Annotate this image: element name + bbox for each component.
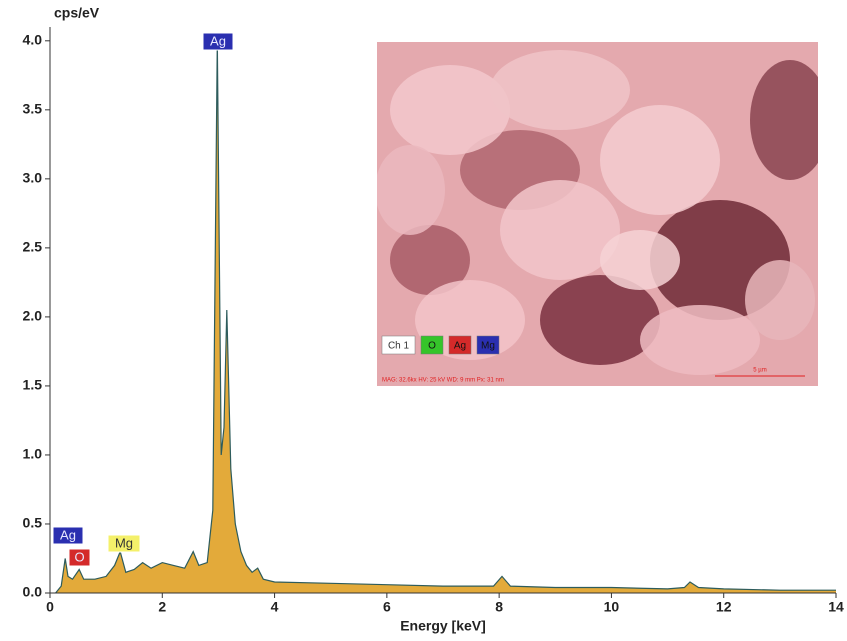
inset-image — [375, 42, 830, 386]
texture-blob — [745, 260, 815, 340]
texture-blob — [600, 230, 680, 290]
y-tick-label: 3.5 — [23, 101, 43, 117]
x-tick-label: 14 — [828, 599, 844, 615]
y-tick-label: 2.5 — [23, 239, 43, 255]
texture-blob — [490, 50, 630, 130]
peak-label: Ag — [60, 527, 76, 542]
y-tick-label: 1.5 — [23, 377, 43, 393]
y-tick-label: 4.0 — [23, 32, 43, 48]
x-tick-label: 4 — [271, 599, 279, 615]
inset-legend-text: Mg — [481, 341, 495, 352]
x-tick-label: 10 — [604, 599, 620, 615]
inset-legend-text: O — [428, 341, 436, 352]
chart: cps/eV Energy [keV] Ch 1 O Ag Mg MAG: 32.6kx… — [0, 0, 847, 636]
texture-blob — [390, 65, 510, 155]
x-tick-label: 8 — [495, 599, 503, 615]
peak-label: Mg — [115, 535, 133, 550]
texture-blob — [375, 145, 445, 235]
x-tick-label: 12 — [716, 599, 732, 615]
y-tick-label: 3.0 — [23, 170, 43, 186]
scale-bar-label: 5 µm — [753, 368, 766, 374]
peak-label: O — [74, 549, 84, 564]
y-tick-label: 0.0 — [23, 584, 43, 600]
x-tick-label: 2 — [158, 599, 166, 615]
inset-legend-text: Ch 1 — [388, 341, 410, 352]
inset-info: MAG: 32.6kx HV: 25 kV WD: 9 mm Px: 31 nm — [382, 378, 504, 384]
y-axis-label: cps/eV — [54, 5, 100, 21]
x-tick-label: 0 — [46, 599, 54, 615]
y-tick-label: 0.5 — [23, 515, 43, 531]
y-tick-label: 1.0 — [23, 446, 43, 462]
texture-blob — [640, 305, 760, 375]
x-tick-label: 6 — [383, 599, 391, 615]
texture-blob — [750, 60, 830, 180]
inset-legend-text: Ag — [454, 341, 466, 352]
texture-blob — [600, 105, 720, 215]
x-axis-label: Energy [keV] — [400, 618, 486, 634]
peak-label: Ag — [210, 33, 226, 48]
y-tick-label: 2.0 — [23, 308, 43, 324]
